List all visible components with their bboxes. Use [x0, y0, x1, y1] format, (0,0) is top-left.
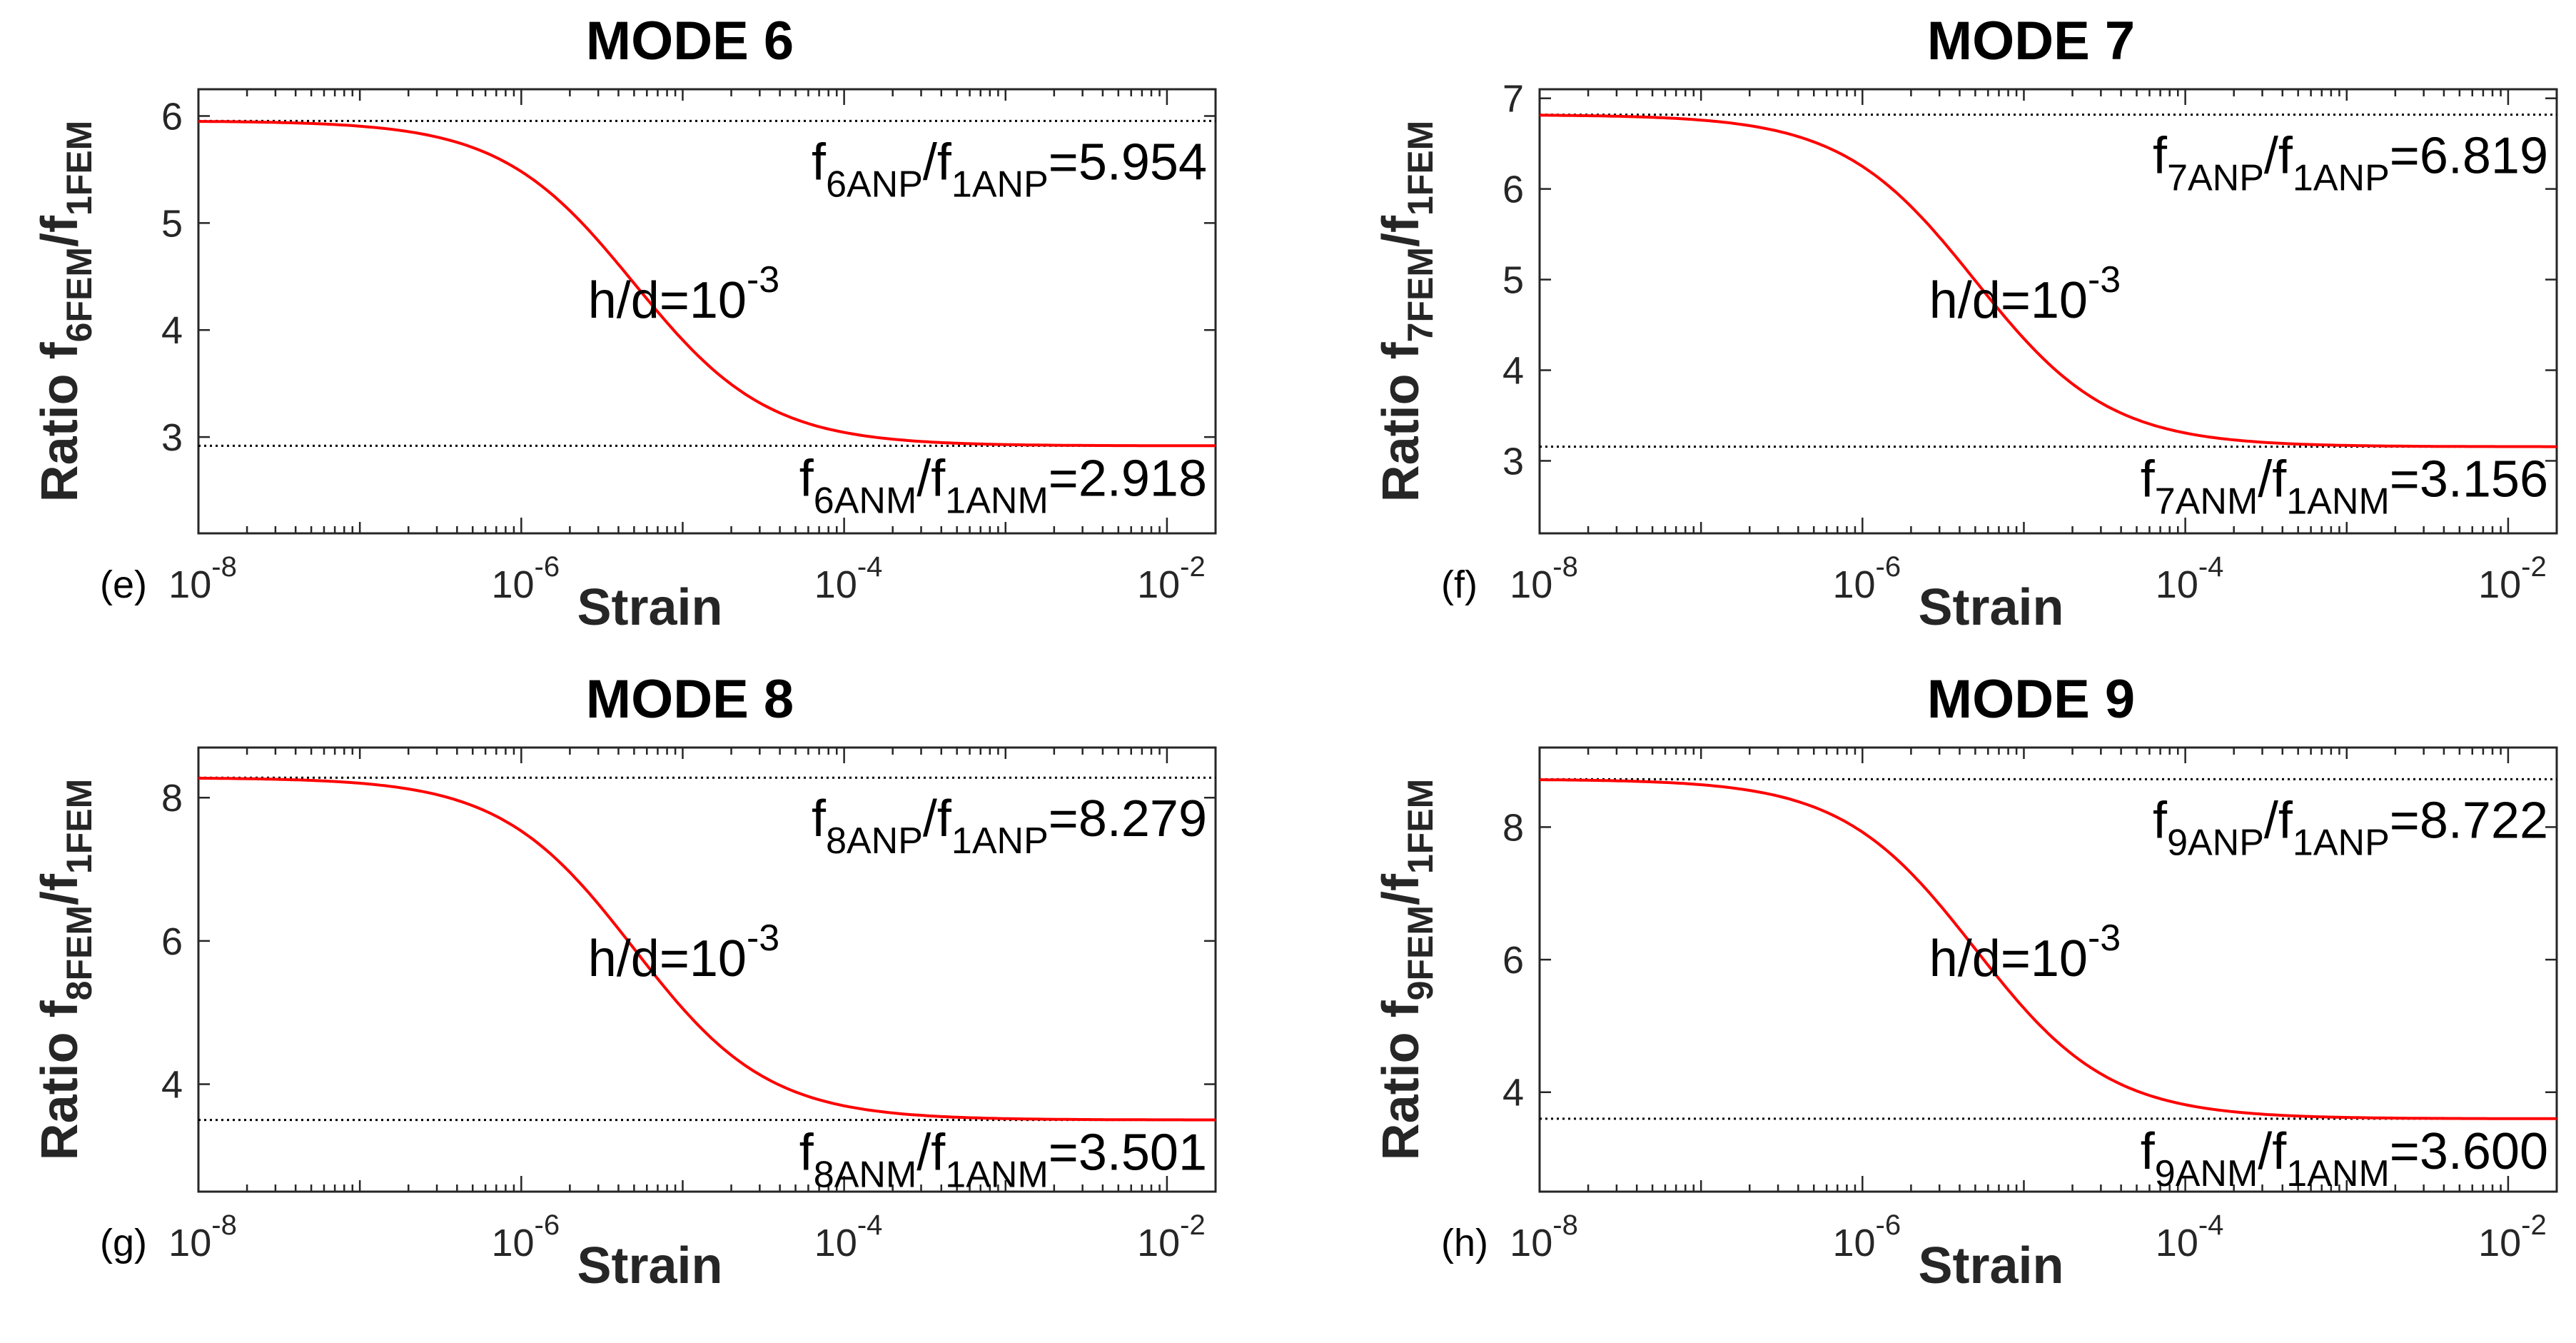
chart-title: MODE 9	[1927, 669, 2135, 730]
x-tick-label: 10-6	[1832, 551, 1901, 606]
lower-asymptote-label: f9ANM/f1ANM=3.600	[2141, 1123, 2548, 1194]
chart-panel-3: 10-8 10-6 10-4 10-2 4 6 8 MODE 8 Strain Ratio f8F…	[31, 669, 1217, 1294]
ratio-curve	[198, 776, 1216, 1122]
curve-annotation: h/d=10-3	[588, 259, 779, 329]
x-tick-label: 10-4	[814, 1209, 883, 1264]
y-axis-label: Ratio f9FEM/f1FEM	[1373, 779, 1440, 1161]
panel-label: (f)	[1441, 563, 1478, 606]
x-tick-label: 10-2	[2478, 551, 2547, 606]
y-tick-label: 3	[1502, 440, 1524, 483]
x-axis-label: Strain	[577, 579, 722, 636]
x-tick-label: 10-8	[1510, 551, 1578, 606]
curve-annotation: h/d=10-3	[588, 917, 779, 987]
lower-asymptote-label: f8ANM/f1ANM=3.501	[799, 1125, 1207, 1196]
y-tick-label: 3	[161, 416, 183, 459]
upper-asymptote-label: f6ANP/f1ANP=5.954	[812, 134, 1207, 205]
chart-panel-2: 10-8 10-6 10-4 10-2 3 4 5 6 7 MODE 7 Strain Ratio f…	[1373, 11, 2558, 636]
lower-asymptote-label: f7ANM/f1ANM=3.156	[2141, 451, 2548, 523]
y-axis-label: Ratio f8FEM/f1FEM	[31, 779, 99, 1161]
upper-asymptote-label: f8ANP/f1ANP=8.279	[812, 790, 1207, 862]
y-tick-label: 5	[1502, 259, 1524, 302]
panel-label: (e)	[100, 563, 147, 606]
ratio-curve	[1540, 114, 2557, 448]
x-tick-label: 10-2	[2478, 1209, 2547, 1264]
chart-title: MODE 6	[586, 11, 794, 71]
y-tick-label: 6	[161, 95, 183, 138]
ratio-curve	[1540, 778, 2557, 1120]
chart-panel-1: 10-8 10-6 10-4 10-2 3 4 5 6 MODE 6 Strain Ratio f6…	[31, 11, 1217, 636]
y-tick-label: 5	[161, 202, 183, 245]
x-tick-label: 10-2	[1137, 551, 1206, 606]
axes-box	[197, 746, 1217, 1193]
lower-asymptote-label: f6ANM/f1ANM=2.918	[799, 450, 1207, 521]
axes-box	[197, 88, 1217, 535]
axes-box	[1538, 88, 2558, 535]
y-tick-label: 4	[1502, 350, 1524, 393]
chart-title: MODE 7	[1927, 11, 2135, 71]
y-axis-label: Ratio f6FEM/f1FEM	[31, 121, 99, 503]
x-tick-label: 10-4	[814, 551, 883, 606]
x-tick-label: 10-6	[491, 551, 560, 606]
upper-asymptote-label: f9ANP/f1ANP=8.722	[2153, 792, 2548, 863]
y-tick-label: 6	[161, 920, 183, 963]
x-tick-label: 10-6	[1832, 1209, 1901, 1264]
panel-label: (h)	[1441, 1222, 1488, 1264]
ratio-curve	[198, 120, 1216, 448]
x-tick-label: 10-8	[1510, 1209, 1578, 1264]
y-tick-label: 8	[161, 777, 183, 820]
x-axis-label: Strain	[1918, 579, 2064, 636]
chart-title: MODE 8	[586, 669, 794, 730]
y-tick-label: 7	[1502, 78, 1524, 121]
x-tick-label: 10-4	[2156, 1209, 2224, 1264]
x-tick-label: 10-8	[168, 1209, 237, 1264]
x-tick-label: 10-4	[2156, 551, 2224, 606]
x-tick-label: 10-8	[168, 551, 237, 606]
y-axis-label: Ratio f7FEM/f1FEM	[1373, 121, 1440, 503]
x-tick-label: 10-2	[1137, 1209, 1206, 1264]
y-tick-label: 4	[161, 309, 183, 352]
curve-annotation: h/d=10-3	[1929, 259, 2121, 329]
y-tick-label: 6	[1502, 939, 1524, 982]
y-tick-label: 6	[1502, 168, 1524, 211]
chart-panel-4: 10-8 10-6 10-4 10-2 4 6 8 MODE 9 Strain Ratio f9F…	[1373, 669, 2558, 1294]
curve-annotation: h/d=10-3	[1929, 917, 2121, 987]
y-tick-label: 8	[1502, 806, 1524, 849]
axes-box	[1538, 746, 2558, 1193]
y-tick-label: 4	[161, 1064, 183, 1107]
panel-label: (g)	[100, 1222, 147, 1264]
x-axis-label: Strain	[1918, 1237, 2064, 1294]
upper-asymptote-label: f7ANP/f1ANP=6.819	[2153, 128, 2548, 199]
x-axis-label: Strain	[577, 1237, 722, 1294]
y-tick-label: 4	[1502, 1072, 1524, 1115]
x-tick-label: 10-6	[491, 1209, 560, 1264]
